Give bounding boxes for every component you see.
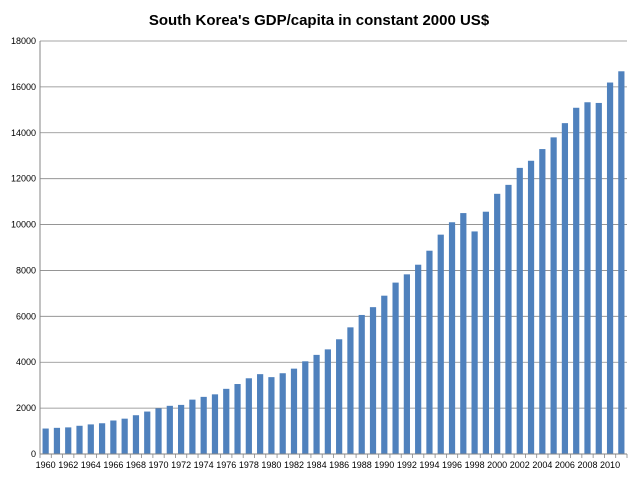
x-tick-label: 2004: [532, 460, 552, 470]
bar-1997: [460, 213, 467, 454]
bar-2001: [505, 184, 512, 454]
x-tick-label: 1986: [329, 460, 349, 470]
bar-1981: [279, 373, 286, 454]
bar-1998: [471, 231, 478, 454]
x-tick-label: 1966: [103, 460, 123, 470]
bar-1967: [121, 418, 128, 454]
bar-1962: [65, 427, 72, 454]
bar-1965: [98, 423, 106, 454]
bar-1970: [155, 408, 162, 454]
y-tick-label: 10000: [11, 220, 36, 230]
x-tick-label: 2002: [510, 460, 530, 470]
bar-1971: [166, 405, 173, 454]
bar-2009: [595, 102, 602, 454]
bar-1992: [403, 274, 410, 454]
bar-1977: [234, 384, 241, 454]
x-tick-label: 1974: [194, 460, 214, 470]
bar-1990: [381, 295, 388, 454]
y-tick-label: 4000: [16, 357, 36, 367]
bar-1974: [200, 396, 207, 454]
bar-2003: [527, 160, 535, 454]
axes: [39, 41, 628, 458]
x-tick-label: 1994: [419, 460, 439, 470]
x-tick-label: 2006: [555, 460, 575, 470]
y-tick-label: 16000: [11, 82, 36, 92]
x-tick-label: 1978: [239, 460, 259, 470]
bar-1994: [426, 250, 433, 454]
x-tick-label: 2008: [577, 460, 597, 470]
y-tick-label: 14000: [11, 128, 36, 138]
x-tick-label: 1968: [126, 460, 146, 470]
bar-2005: [550, 137, 557, 454]
x-tick-label: 1990: [374, 460, 394, 470]
bar-1993: [415, 264, 422, 454]
bar-1985: [324, 349, 331, 454]
bar-1989: [369, 307, 377, 454]
bar-1986: [336, 339, 343, 454]
bar-2000: [494, 193, 501, 454]
bar-1969: [144, 411, 151, 454]
bar-1991: [392, 282, 399, 454]
bar-1995: [437, 234, 444, 454]
y-tick-label: 0: [31, 449, 36, 459]
bar-2004: [539, 149, 546, 454]
x-tick-label: 1960: [36, 460, 56, 470]
bar-1999: [482, 211, 489, 454]
bar-2010: [606, 82, 614, 454]
x-tick-label: 1996: [442, 460, 462, 470]
x-axis-tick-labels: 1960 1962 1964 1966 1968 1970 1972 1974 1976 1978…: [36, 460, 620, 470]
bar-1964: [87, 424, 94, 454]
bar-1987: [347, 327, 354, 454]
y-tick-label: 12000: [11, 174, 36, 184]
x-tick-label: 1962: [58, 460, 78, 470]
x-tick-label: 1992: [397, 460, 417, 470]
bar-1966: [110, 420, 117, 454]
bar-1984: [313, 354, 320, 454]
bar-2002: [516, 167, 523, 454]
bar-1973: [189, 399, 196, 454]
bar-1983: [302, 361, 309, 454]
bar-1975: [211, 394, 219, 454]
x-tick-label: 1976: [216, 460, 236, 470]
bar-1976: [223, 388, 230, 454]
bar-1978: [245, 378, 252, 454]
x-tick-label: 1970: [149, 460, 169, 470]
bar-1968: [132, 415, 140, 454]
bar-2008: [584, 102, 591, 455]
x-tick-label: 1988: [352, 460, 372, 470]
x-tick-label: 1972: [171, 460, 191, 470]
x-tick-label: 2010: [600, 460, 620, 470]
x-tick-label: 1980: [261, 460, 281, 470]
gridlines: [40, 40, 627, 409]
y-tick-label: 8000: [16, 265, 36, 275]
bar-2006: [561, 123, 569, 454]
bar-1963: [76, 425, 83, 454]
bar-1960: [42, 428, 49, 454]
bar-2007: [573, 107, 580, 454]
x-tick-label: 1982: [284, 460, 304, 470]
x-tick-label: 1998: [465, 460, 485, 470]
x-tick-label: 1964: [81, 460, 101, 470]
bar-1982: [290, 368, 298, 454]
x-tick-label: 1984: [307, 460, 327, 470]
bars: [42, 71, 625, 455]
bar-1988: [358, 314, 365, 454]
y-tick-label: 6000: [16, 311, 36, 321]
y-tick-label: 2000: [16, 403, 36, 413]
bar-1972: [178, 404, 185, 454]
chart-title: South Korea's GDP/capita in constant 200…: [149, 12, 490, 29]
bar-1980: [268, 377, 275, 454]
x-tick-label: 2000: [487, 460, 507, 470]
bar-1979: [257, 374, 264, 454]
y-tick-label: 18000: [11, 36, 36, 46]
bar-1961: [53, 427, 61, 454]
y-axis-tick-labels: 0 2000 4000 6000 8000 10000 12000 14000 16000 180…: [11, 36, 36, 459]
bar-2011: [618, 71, 625, 454]
bar-1996: [448, 222, 456, 454]
